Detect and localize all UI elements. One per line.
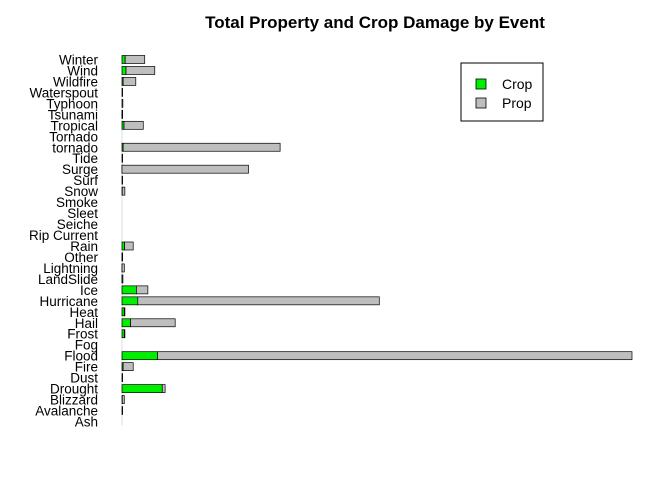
bar-prop-surge [121, 164, 249, 174]
bar-prop-drought [161, 384, 166, 393]
bar-prop-wildfire [122, 77, 137, 86]
tick-label-wind: Wind [67, 63, 98, 78]
bar-crop-drought [121, 384, 163, 393]
bar-crop-hurricane [121, 296, 139, 306]
bar-prop-tornado [122, 142, 281, 152]
legend-box [460, 62, 544, 122]
tick-label-rip-current: Rip Current [29, 228, 98, 243]
bar-prop-winter [124, 55, 146, 64]
bar-prop-tropical [123, 120, 144, 130]
tick-label-dust: Dust [70, 371, 98, 386]
tick-label-fire: Fire [75, 360, 98, 375]
bar-prop-typhoon [121, 99, 124, 108]
tick-label-landslide: LandSlide [38, 272, 98, 287]
bar-prop-flood [157, 351, 633, 361]
tick-label-waterspout: Waterspout [29, 85, 98, 100]
bar-prop-ice [136, 285, 149, 295]
legend-swatch-prop [475, 97, 487, 109]
tick-label-winter: Winter [59, 53, 99, 68]
bar-prop-fire [122, 362, 134, 372]
bar-prop-lightning [121, 263, 125, 273]
bar-prop-rain [124, 241, 134, 251]
tick-label-snow: Snow [64, 184, 98, 199]
tick-label-tornado: tornado [52, 140, 98, 155]
tick-label-hurricane: Hurricane [39, 294, 98, 309]
tick-label-surf: Surf [73, 173, 98, 188]
bar-crop-hail [121, 318, 131, 328]
bar-prop-landslide [121, 274, 124, 284]
bar-crop-winter [121, 55, 126, 64]
bar-prop-tide [121, 153, 123, 163]
tick-label-frost: Frost [67, 327, 98, 342]
category-tick-labels: AshAvalancheBlizzardDroughtDustFireFlood… [29, 53, 99, 430]
bar-crop-wind [121, 66, 127, 75]
tick-label-tropical: Tropical [50, 118, 98, 133]
bar-crop-ice [121, 285, 137, 295]
bar-prop-other [121, 252, 124, 262]
tick-label-blizzard: Blizzard [50, 393, 98, 408]
legend-swatch-crop [475, 78, 487, 90]
tick-label-surge: Surge [62, 162, 98, 177]
tick-label-fog: Fog [75, 338, 98, 353]
tick-label-lightning: Lightning [43, 261, 98, 276]
bar-prop-hail [130, 318, 176, 328]
tick-label-flood: Flood [64, 349, 98, 364]
bar-prop-surf [121, 175, 123, 185]
bar-prop-avalanche [121, 406, 123, 415]
chart-title: Total Property and Crop Damage by Event [205, 13, 545, 32]
bars-group [121, 55, 633, 426]
tick-label-ash: Ash [75, 415, 98, 430]
tick-label-tsunami: Tsunami [48, 107, 98, 122]
legend: Crop Prop [460, 62, 544, 122]
legend-label-crop: Crop [502, 76, 533, 92]
bar-prop-frost [123, 329, 126, 339]
bar-prop-dust [121, 373, 123, 382]
bar-prop-heat [123, 307, 126, 317]
tick-label-sleet: Sleet [67, 206, 98, 221]
bar-crop-flood [121, 351, 158, 361]
tick-label-smoke: Smoke [56, 195, 98, 210]
tick-label-drought: Drought [50, 382, 98, 397]
bar-prop-hurricane [137, 296, 380, 306]
tick-label-typhoon: Typhoon [46, 96, 98, 111]
tick-label-heat: Heat [69, 305, 98, 320]
tick-label-other: Other [64, 250, 98, 265]
tick-label-avalanche: Avalanche [35, 404, 98, 419]
tick-label-hail: Hail [75, 316, 98, 331]
tick-label-rain: Rain [70, 239, 98, 254]
tick-label-ice: Ice [80, 283, 98, 298]
tick-label-wildfire: Wildfire [53, 74, 98, 89]
bar-prop-wind [125, 66, 156, 75]
bar-prop-blizzard [121, 395, 125, 404]
bar-prop-waterspout [121, 88, 123, 97]
tick-label-seiche: Seiche [57, 217, 98, 232]
bar-crop-rain [121, 241, 125, 251]
legend-label-prop: Prop [502, 95, 532, 111]
tick-label-tide: Tide [72, 151, 98, 166]
tick-label-tornado: Tornado [49, 129, 98, 144]
bar-prop-tsunami [121, 109, 123, 119]
bar-prop-snow [121, 186, 126, 196]
